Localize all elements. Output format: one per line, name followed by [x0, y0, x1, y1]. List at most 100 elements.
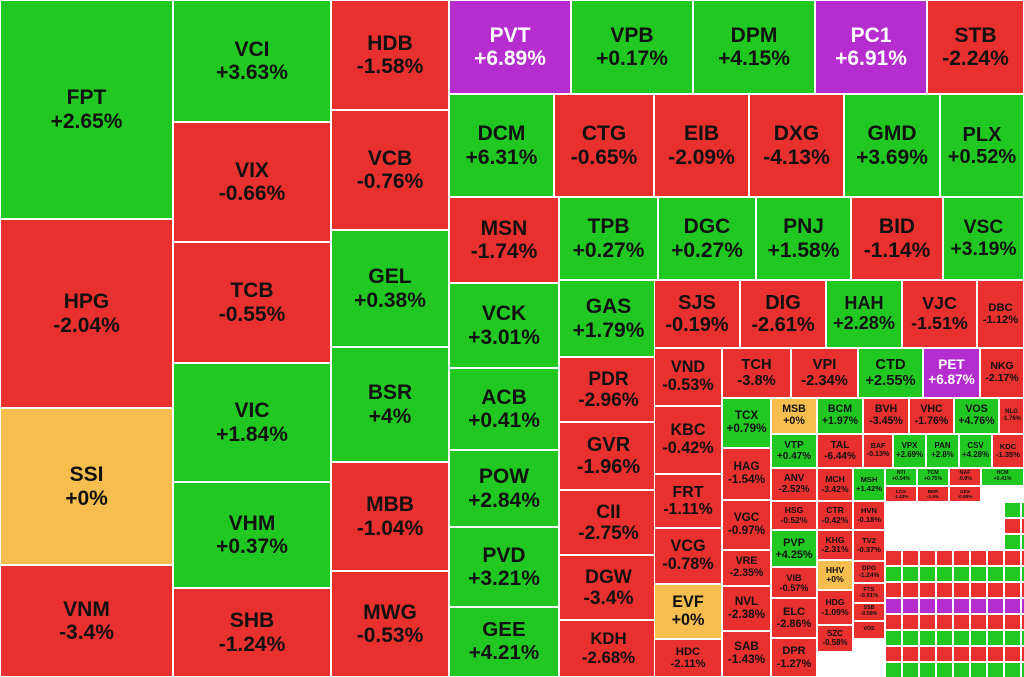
tile-bid[interactable]: BID -1.14%	[851, 197, 943, 280]
tile-vos[interactable]: VOS	[853, 621, 885, 639]
tile-gee[interactable]: GEE +4.21%	[449, 607, 559, 677]
tile-khg[interactable]: KHG -2.31%	[817, 530, 853, 560]
tile-mini[interactable]	[1004, 582, 1021, 598]
tile-vcg[interactable]: VCG -0.78%	[654, 528, 722, 584]
tile-shb[interactable]: SHB -1.24%	[173, 588, 331, 677]
tile-nvl[interactable]: NVL -2.38%	[722, 586, 771, 631]
tile-evf[interactable]: EVF +0%	[654, 584, 722, 639]
tile-mini[interactable]	[936, 550, 953, 566]
tile-mini[interactable]	[885, 662, 902, 677]
tile-mini[interactable]	[987, 598, 1004, 614]
tile-dig[interactable]: DIG -2.61%	[740, 280, 826, 348]
tile-hvn[interactable]: HVN -0.18%	[853, 501, 885, 530]
tile-mini[interactable]	[1004, 662, 1021, 677]
tile-vix[interactable]: VIX -0.66%	[173, 122, 331, 242]
tile-mini[interactable]	[1021, 614, 1024, 630]
tile-vpx[interactable]: VPX +2.69%	[893, 434, 926, 468]
tile-mini[interactable]	[902, 598, 919, 614]
tile-vib[interactable]: VIB -0.57%	[771, 567, 817, 598]
tile-mini[interactable]	[1021, 630, 1024, 646]
tile-mini[interactable]	[1004, 502, 1021, 518]
tile-vci[interactable]: VCI +3.63%	[173, 0, 331, 122]
tile-mini[interactable]	[970, 662, 987, 677]
tile-mini[interactable]	[885, 630, 902, 646]
tile-vhm[interactable]: VHM +0.37%	[173, 482, 331, 588]
tile-hdb[interactable]: HDB -1.58%	[331, 0, 449, 110]
tile-mini[interactable]	[902, 662, 919, 677]
tile-mini[interactable]	[919, 630, 936, 646]
tile-mini[interactable]	[885, 550, 902, 566]
tile-msh[interactable]: MSH +1.42%	[853, 468, 885, 501]
tile-mini[interactable]	[885, 646, 902, 662]
tile-mini[interactable]	[987, 550, 1004, 566]
tile-dgw[interactable]: DGW -3.4%	[559, 555, 658, 620]
tile-mini[interactable]	[953, 582, 970, 598]
tile-bcm[interactable]: BCM +1.97%	[817, 398, 863, 434]
tile-mini[interactable]	[902, 630, 919, 646]
tile-szc[interactable]: SZC -0.58%	[817, 625, 853, 652]
tile-mbb[interactable]: MBB -1.04%	[331, 462, 449, 571]
tile-vck[interactable]: VCK +3.01%	[449, 283, 559, 368]
tile-pan[interactable]: PAN +2.8%	[926, 434, 959, 468]
tile-mini[interactable]	[953, 550, 970, 566]
tile-mini[interactable]	[902, 614, 919, 630]
tile-mini[interactable]	[987, 566, 1004, 582]
tile-pdr[interactable]: PDR -2.96%	[559, 357, 658, 422]
tile-dgc[interactable]: DGC +0.27%	[658, 197, 756, 280]
tile-gas[interactable]: GAS +1.79%	[559, 280, 658, 357]
tile-lcg[interactable]: LCG -1.43%	[885, 486, 917, 502]
tile-pvd[interactable]: PVD +3.21%	[449, 527, 559, 607]
tile-mini[interactable]	[936, 566, 953, 582]
tile-elc[interactable]: ELC -2.86%	[771, 598, 817, 638]
tile-mini[interactable]	[1021, 566, 1024, 582]
tile-msn[interactable]: MSN -1.74%	[449, 197, 559, 283]
tile-nti[interactable]: NTI +0.54%	[885, 468, 917, 486]
tile-mini[interactable]	[1021, 662, 1024, 677]
tile-kdh[interactable]: KDH -2.68%	[559, 620, 658, 677]
tile-mini[interactable]	[919, 614, 936, 630]
tile-baf[interactable]: BAF -0.13%	[863, 434, 893, 468]
tile-sjs[interactable]: SJS -0.19%	[654, 280, 740, 348]
tile-mini[interactable]	[953, 662, 970, 677]
tile-mini[interactable]	[1021, 550, 1024, 566]
tile-tcb[interactable]: TCB -0.55%	[173, 242, 331, 363]
tile-pow[interactable]: POW +2.84%	[449, 450, 559, 527]
tile-ssi[interactable]: SSI +0%	[0, 408, 173, 565]
tile-tpb[interactable]: TPB +0.27%	[559, 197, 658, 280]
tile-mini[interactable]	[1021, 598, 1024, 614]
tile-mini[interactable]	[936, 646, 953, 662]
tile-gel[interactable]: GEL +0.38%	[331, 230, 449, 347]
tile-vtp[interactable]: VTP +0.47%	[771, 434, 817, 468]
tile-bsr[interactable]: BSR +4%	[331, 347, 449, 462]
tile-mini[interactable]	[1021, 646, 1024, 662]
tile-stb[interactable]: STB -2.24%	[927, 0, 1024, 94]
tile-mini[interactable]	[970, 598, 987, 614]
tile-mini[interactable]	[885, 566, 902, 582]
tile-fpt[interactable]: FPT +2.65%	[0, 0, 173, 219]
tile-mini[interactable]	[1004, 630, 1021, 646]
tile-nkg[interactable]: NKG -2.17%	[980, 348, 1024, 398]
tile-pc1[interactable]: PC1 +6.91%	[815, 0, 927, 94]
tile-pet[interactable]: PET +6.87%	[923, 348, 980, 398]
tile-dpg[interactable]: DPG -1.24%	[853, 561, 885, 583]
tile-hcm[interactable]: HCM +0.41%	[981, 468, 1024, 486]
tile-ctg[interactable]: CTG -0.65%	[554, 94, 654, 197]
tile-vpb[interactable]: VPB +0.17%	[571, 0, 693, 94]
tile-nlg[interactable]: NLG -1.76%	[999, 398, 1024, 434]
tile-pnj[interactable]: PNJ +1.58%	[756, 197, 851, 280]
tile-mini[interactable]	[1021, 518, 1024, 534]
tile-mini[interactable]	[970, 614, 987, 630]
tile-mini[interactable]	[1021, 582, 1024, 598]
tile-anv[interactable]: ANV -2.52%	[771, 468, 817, 501]
tile-bmp[interactable]: BMP -1.5%	[917, 486, 949, 502]
tile-mini[interactable]	[953, 598, 970, 614]
tile-ssb[interactable]: SSB -0.58%	[853, 603, 885, 621]
tile-mini[interactable]	[970, 630, 987, 646]
tile-hdc[interactable]: HDC -2.11%	[654, 639, 722, 677]
tile-mini[interactable]	[1004, 614, 1021, 630]
tile-bvh[interactable]: BVH -3.45%	[863, 398, 909, 434]
tile-naf[interactable]: NAF -0.9%	[949, 468, 981, 486]
tile-hag[interactable]: HAG -1.54%	[722, 448, 771, 500]
tile-gvr[interactable]: GVR -1.96%	[559, 422, 658, 490]
tile-mini[interactable]	[885, 582, 902, 598]
